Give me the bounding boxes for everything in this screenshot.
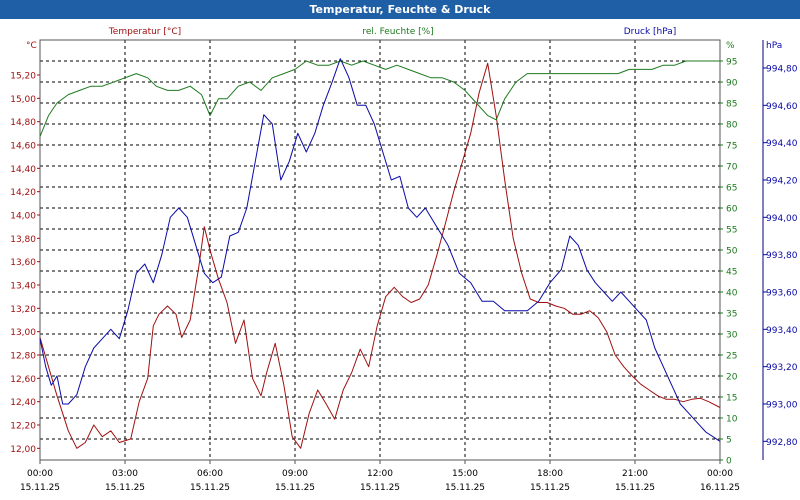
temperature-unit: °C [26, 41, 37, 51]
x-tick-time: 21:00 [622, 469, 648, 479]
humidity-tick-label: 40 [726, 289, 738, 299]
pressure-unit: hPa [766, 41, 782, 51]
legend-temperature: Temperatur [°C] [108, 27, 181, 37]
series-layer [39, 58, 721, 449]
humidity-tick-label: 25 [726, 352, 737, 362]
humidity-tick-label: 45 [726, 268, 737, 278]
temperature-tick-label: 13,40 [10, 282, 36, 292]
pressure-tick-label: 993,20 [766, 363, 798, 373]
humidity-tick-label: 35 [726, 310, 737, 320]
pressure-tick-label: 993,60 [766, 289, 798, 299]
legend-humidity: rel. Feuchte [%] [362, 27, 433, 37]
temperature-tick-label: 15,20 [10, 72, 36, 82]
grid [40, 40, 720, 460]
temperature-tick-label: 12,40 [10, 398, 36, 408]
humidity-tick-label: 20 [726, 373, 738, 383]
x-tick-time: 09:00 [282, 469, 308, 479]
legend: Temperatur [°C] rel. Feuchte [%] Druck [… [108, 27, 676, 37]
pressure-tick-label: 993,40 [766, 326, 798, 336]
x-tick-date: 15.11.25 [360, 483, 400, 493]
temperature-tick-label: 14,20 [10, 188, 36, 198]
x-tick-date: 15.11.25 [615, 483, 655, 493]
pressure-tick-label: 992,80 [766, 438, 798, 448]
humidity-series-line [39, 60, 720, 137]
humidity-tick-label: 75 [726, 142, 737, 152]
x-tick-time: 03:00 [112, 469, 138, 479]
humidity-tick-label: 50 [726, 247, 738, 257]
humidity-tick-label: 85 [726, 100, 737, 110]
humidity-tick-label: 15 [726, 394, 737, 404]
window-title: Temperatur, Feuchte & Druck [309, 3, 491, 16]
x-axis: 00:00 15.11.25 03:00 15.11.25 06:00 15.11.25 0… [20, 460, 740, 493]
temperature-axis: °C 12,00 12,20 12,40 12,60 12,80 13,00 13,20 13… [10, 41, 40, 455]
humidity-tick-label: 5 [726, 436, 732, 446]
pressure-tick-label: 994,20 [766, 177, 798, 187]
temperature-tick-label: 13,60 [10, 258, 36, 268]
pressure-tick-label: 993,00 [766, 401, 798, 411]
humidity-tick-label: 30 [726, 331, 738, 341]
pressure-tick-label: 993,80 [766, 251, 798, 261]
humidity-tick-label: 90 [726, 79, 738, 89]
temperature-tick-label: 12,00 [10, 445, 36, 455]
humidity-tick-label: 65 [726, 184, 737, 194]
window-title-bar: Temperatur, Feuchte & Druck [0, 0, 800, 19]
x-tick-time: 12:00 [367, 469, 393, 479]
pressure-tick-label: 994,40 [766, 139, 798, 149]
legend-pressure: Druck [hPa] [624, 27, 677, 37]
x-tick-date: 15.11.25 [20, 483, 60, 493]
temperature-tick-label: 13,00 [10, 328, 36, 338]
humidity-tick-label: 0 [726, 457, 732, 467]
x-tick-date: 15.11.25 [275, 483, 315, 493]
x-tick-time: 00:00 [707, 469, 733, 479]
pressure-tick-label: 994,80 [766, 65, 798, 75]
pressure-tick-label: 994,00 [766, 214, 798, 224]
x-tick-date: 15.11.25 [105, 483, 145, 493]
pressure-series-line [39, 58, 721, 442]
humidity-tick-label: 55 [726, 226, 737, 236]
humidity-tick-label: 10 [726, 415, 738, 425]
temperature-tick-label: 12,80 [10, 352, 36, 362]
humidity-axis: % 0 5 10 15 20 25 30 35 40 45 50 55 60 65 70 75 80 85 90 95 [720, 41, 738, 467]
pressure-axis: hPa 992,80 993,00 993,20 993,40 993,60 993,80… [763, 41, 798, 448]
temperature-tick-label: 14,00 [10, 212, 36, 222]
x-tick-date: 16.11.25 [700, 483, 740, 493]
x-tick-date: 15.11.25 [445, 483, 485, 493]
temperature-tick-label: 14,60 [10, 142, 36, 152]
temperature-tick-label: 14,80 [10, 118, 36, 128]
humidity-tick-label: 60 [726, 205, 738, 215]
temperature-tick-label: 15,00 [10, 95, 36, 105]
temperature-tick-label: 12,60 [10, 375, 36, 385]
humidity-tick-label: 70 [726, 163, 738, 173]
x-tick-time: 18:00 [537, 469, 563, 479]
x-tick-date: 15.11.25 [530, 483, 570, 493]
x-tick-date: 15.11.25 [190, 483, 230, 493]
humidity-unit: % [726, 41, 735, 51]
temperature-series-line [39, 62, 721, 449]
x-tick-time: 00:00 [27, 469, 53, 479]
pressure-tick-label: 994,60 [766, 102, 798, 112]
x-tick-time: 06:00 [197, 469, 223, 479]
temperature-tick-label: 13,80 [10, 235, 36, 245]
humidity-tick-label: 80 [726, 121, 738, 131]
temperature-tick-label: 12,20 [10, 422, 36, 432]
x-tick-time: 15:00 [452, 469, 478, 479]
humidity-tick-label: 95 [726, 58, 737, 68]
temperature-tick-label: 14,40 [10, 165, 36, 175]
temperature-tick-label: 13,20 [10, 305, 36, 315]
